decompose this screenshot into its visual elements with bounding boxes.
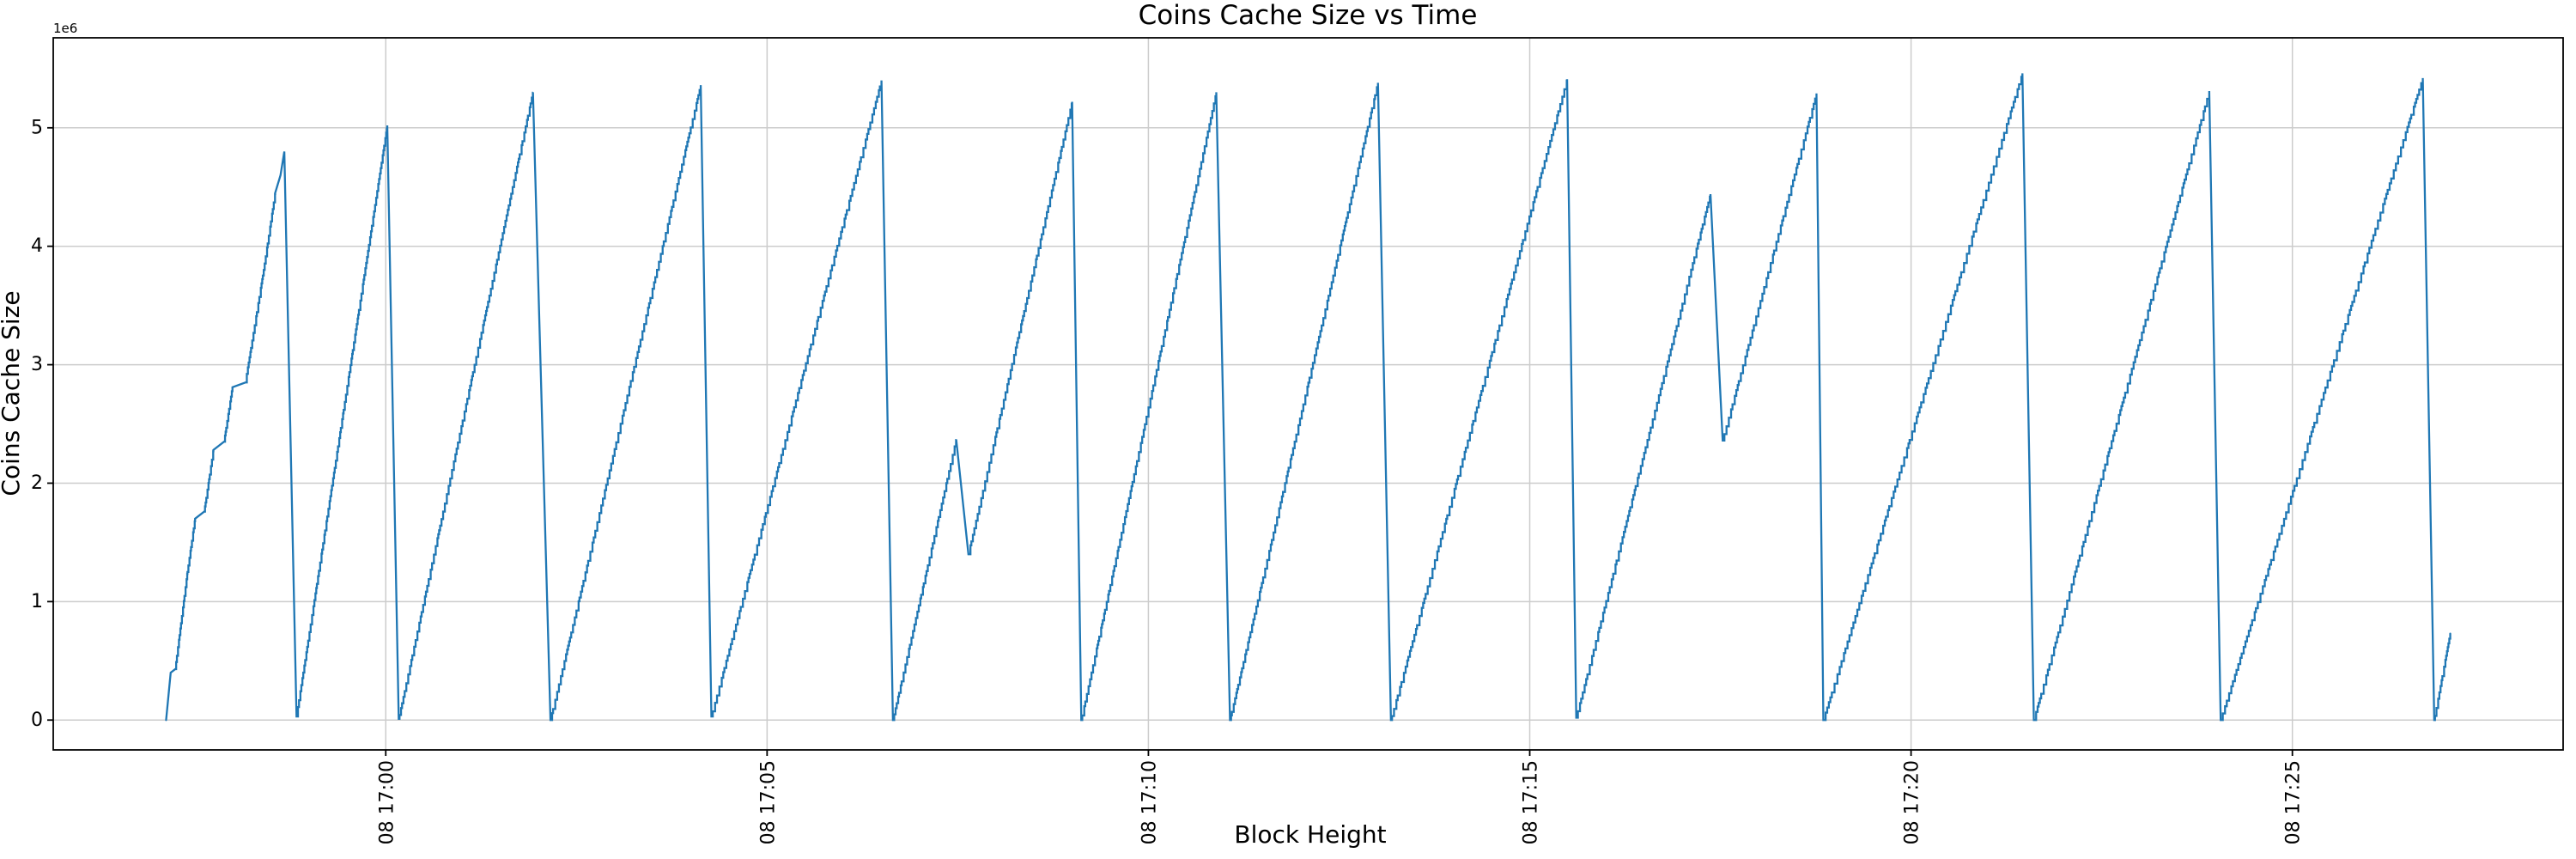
y-tick-label: 2 [31, 472, 43, 494]
grid-lines [53, 38, 2563, 750]
x-tick-label: 08 17:25 [2283, 760, 2305, 844]
axes-spines [52, 37, 2564, 751]
x-tick-label: 08 17:05 [757, 760, 779, 844]
coins-cache-size-line [165, 73, 2451, 722]
tick-marks [47, 126, 2293, 756]
y-tick-label: 3 [31, 354, 43, 375]
x-tick-label: 08 17:00 [376, 760, 398, 844]
x-tick-label: 08 17:15 [1521, 760, 1542, 844]
y-axis-offset-text: 1e6 [53, 21, 77, 36]
y-tick-label: 1 [31, 591, 43, 612]
plot-border [52, 37, 2564, 751]
x-tick-label: 08 17:20 [1902, 760, 1923, 844]
y-tick-label: 5 [31, 117, 43, 138]
x-tick-labels: 08 17:00 08 17:05 08 17:10 08 17:15 08 17:20… [376, 760, 2304, 844]
x-axis-label: Block Height [1234, 820, 1386, 849]
chart-title: Coins Cache Size vs Time [1139, 0, 1478, 31]
y-tick-label: 4 [31, 235, 43, 257]
y-axis-label: Coins Cache Size [0, 290, 25, 496]
data-series-layer [165, 73, 2451, 722]
y-tick-labels: 0 1 2 3 4 5 [31, 117, 43, 730]
y-tick-label: 0 [31, 710, 43, 731]
x-tick-label: 08 17:10 [1139, 760, 1160, 844]
